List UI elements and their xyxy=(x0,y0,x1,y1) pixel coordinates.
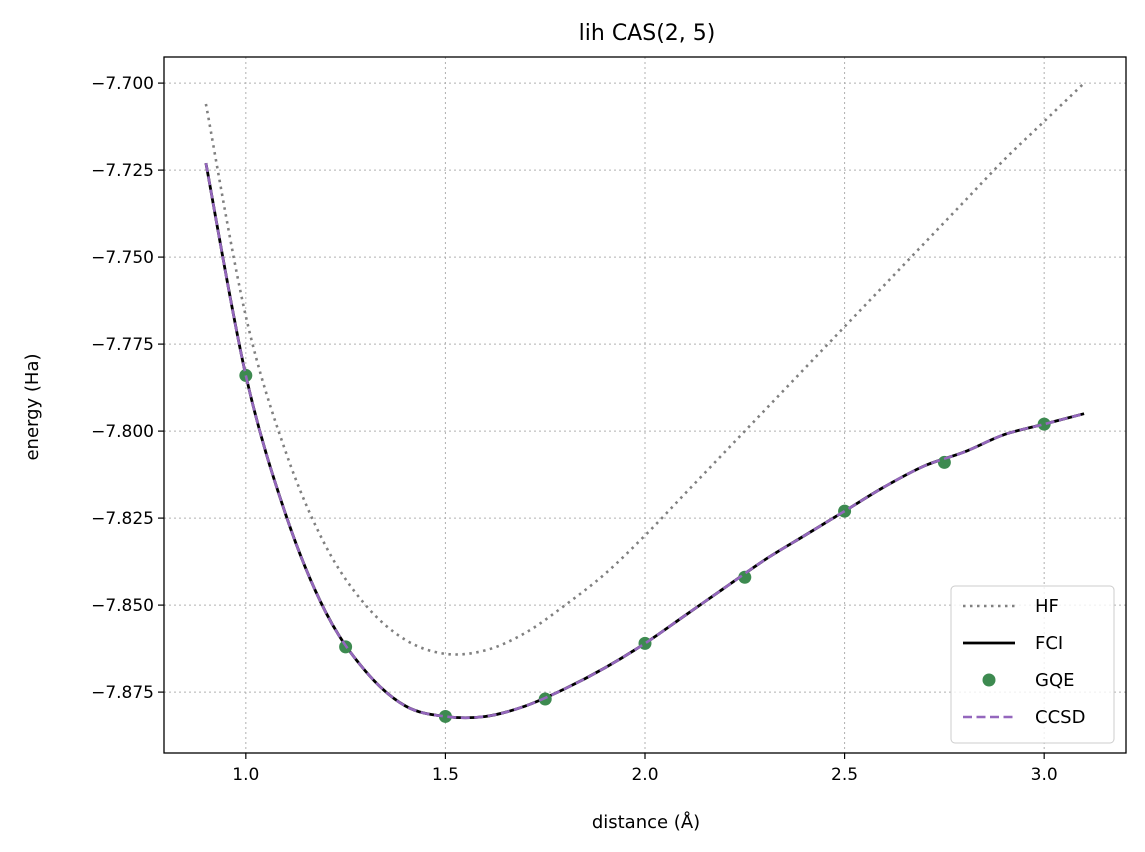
y-tick-label: −7.850 xyxy=(91,596,154,616)
hf-line xyxy=(204,82,1085,656)
gqe-legend-label: GQE xyxy=(1035,670,1075,691)
y-tick-label: −7.875 xyxy=(91,683,154,703)
fci-legend-label: FCI xyxy=(1035,633,1063,654)
legend-box xyxy=(950,585,1115,744)
y-tick-label: −7.775 xyxy=(91,335,154,355)
gqe-point xyxy=(937,455,951,469)
x-tick-label: 2.5 xyxy=(831,765,858,785)
x-tick-label: 3.0 xyxy=(1031,765,1058,785)
ticks: 1.0 1.5 2.0 2.5 3.0 −7.700 −7.725 −7.750 −7.775 −… xyxy=(91,74,1058,785)
x-tick-label: 1.0 xyxy=(232,765,259,785)
gqe-point xyxy=(1037,417,1051,431)
y-tick-label: −7.800 xyxy=(91,422,154,442)
y-tick-label: −7.750 xyxy=(91,248,154,268)
x-tick-label: 2.0 xyxy=(631,765,658,785)
gqe-point xyxy=(738,570,752,584)
ccsd-line xyxy=(204,162,1085,720)
x-axis-label: distance (Å) xyxy=(592,811,700,833)
y-tick-label: −7.825 xyxy=(91,509,154,529)
hf-legend-label: HF xyxy=(1035,596,1059,617)
x-tick-label: 1.5 xyxy=(432,765,459,785)
series-layer xyxy=(204,82,1085,723)
y-tick-label: −7.725 xyxy=(91,161,154,181)
ccsd-legend-label: CCSD xyxy=(1035,707,1085,728)
chart-title: lih CAS(2, 5) xyxy=(579,21,716,46)
gqe-legend-swatch xyxy=(982,673,996,687)
y-axis-label: energy (Ha) xyxy=(22,353,43,460)
y-tick-label: −7.700 xyxy=(91,74,154,94)
legend: HF FCI GQE CCSD xyxy=(950,585,1115,744)
gqe-point xyxy=(438,709,452,723)
